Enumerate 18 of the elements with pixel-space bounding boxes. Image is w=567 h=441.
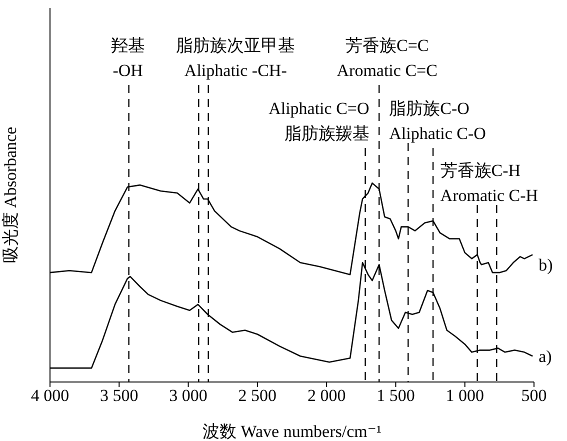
ref-line-label: 羟基 -OH <box>110 36 145 80</box>
series-label: a) <box>538 347 552 366</box>
ref-line-label: 脂肪族C-O Aliphatic C-O <box>389 99 486 143</box>
x-tick-label: 1 000 <box>446 386 484 406</box>
ref-line-label: Aliphatic C=O 脂肪族羰基 <box>268 99 370 143</box>
x-tick-label: 500 <box>521 386 547 406</box>
x-tick-label: 1 500 <box>376 386 415 406</box>
x-tick-label: 3 000 <box>169 386 208 406</box>
x-tick-label: 2 500 <box>238 386 277 406</box>
ref-line-label: 芳香族C=C Aromatic C=C <box>336 36 438 80</box>
series-label: b) <box>538 256 553 275</box>
x-tick-label: 4 000 <box>30 386 70 406</box>
x-tick-label: 3 500 <box>100 386 138 406</box>
y-axis-title: 吸光度 Absorbance <box>1 126 20 264</box>
x-tick-label: 2 000 <box>307 386 346 406</box>
x-axis-title: 波数 Wave numbers/cm⁻¹ <box>202 422 382 441</box>
ref-line-label: 芳香族C-H Aromatic C-H <box>440 161 538 205</box>
ref-line-label: 脂肪族次亚甲基 Aliphatic -CH- <box>176 36 296 80</box>
